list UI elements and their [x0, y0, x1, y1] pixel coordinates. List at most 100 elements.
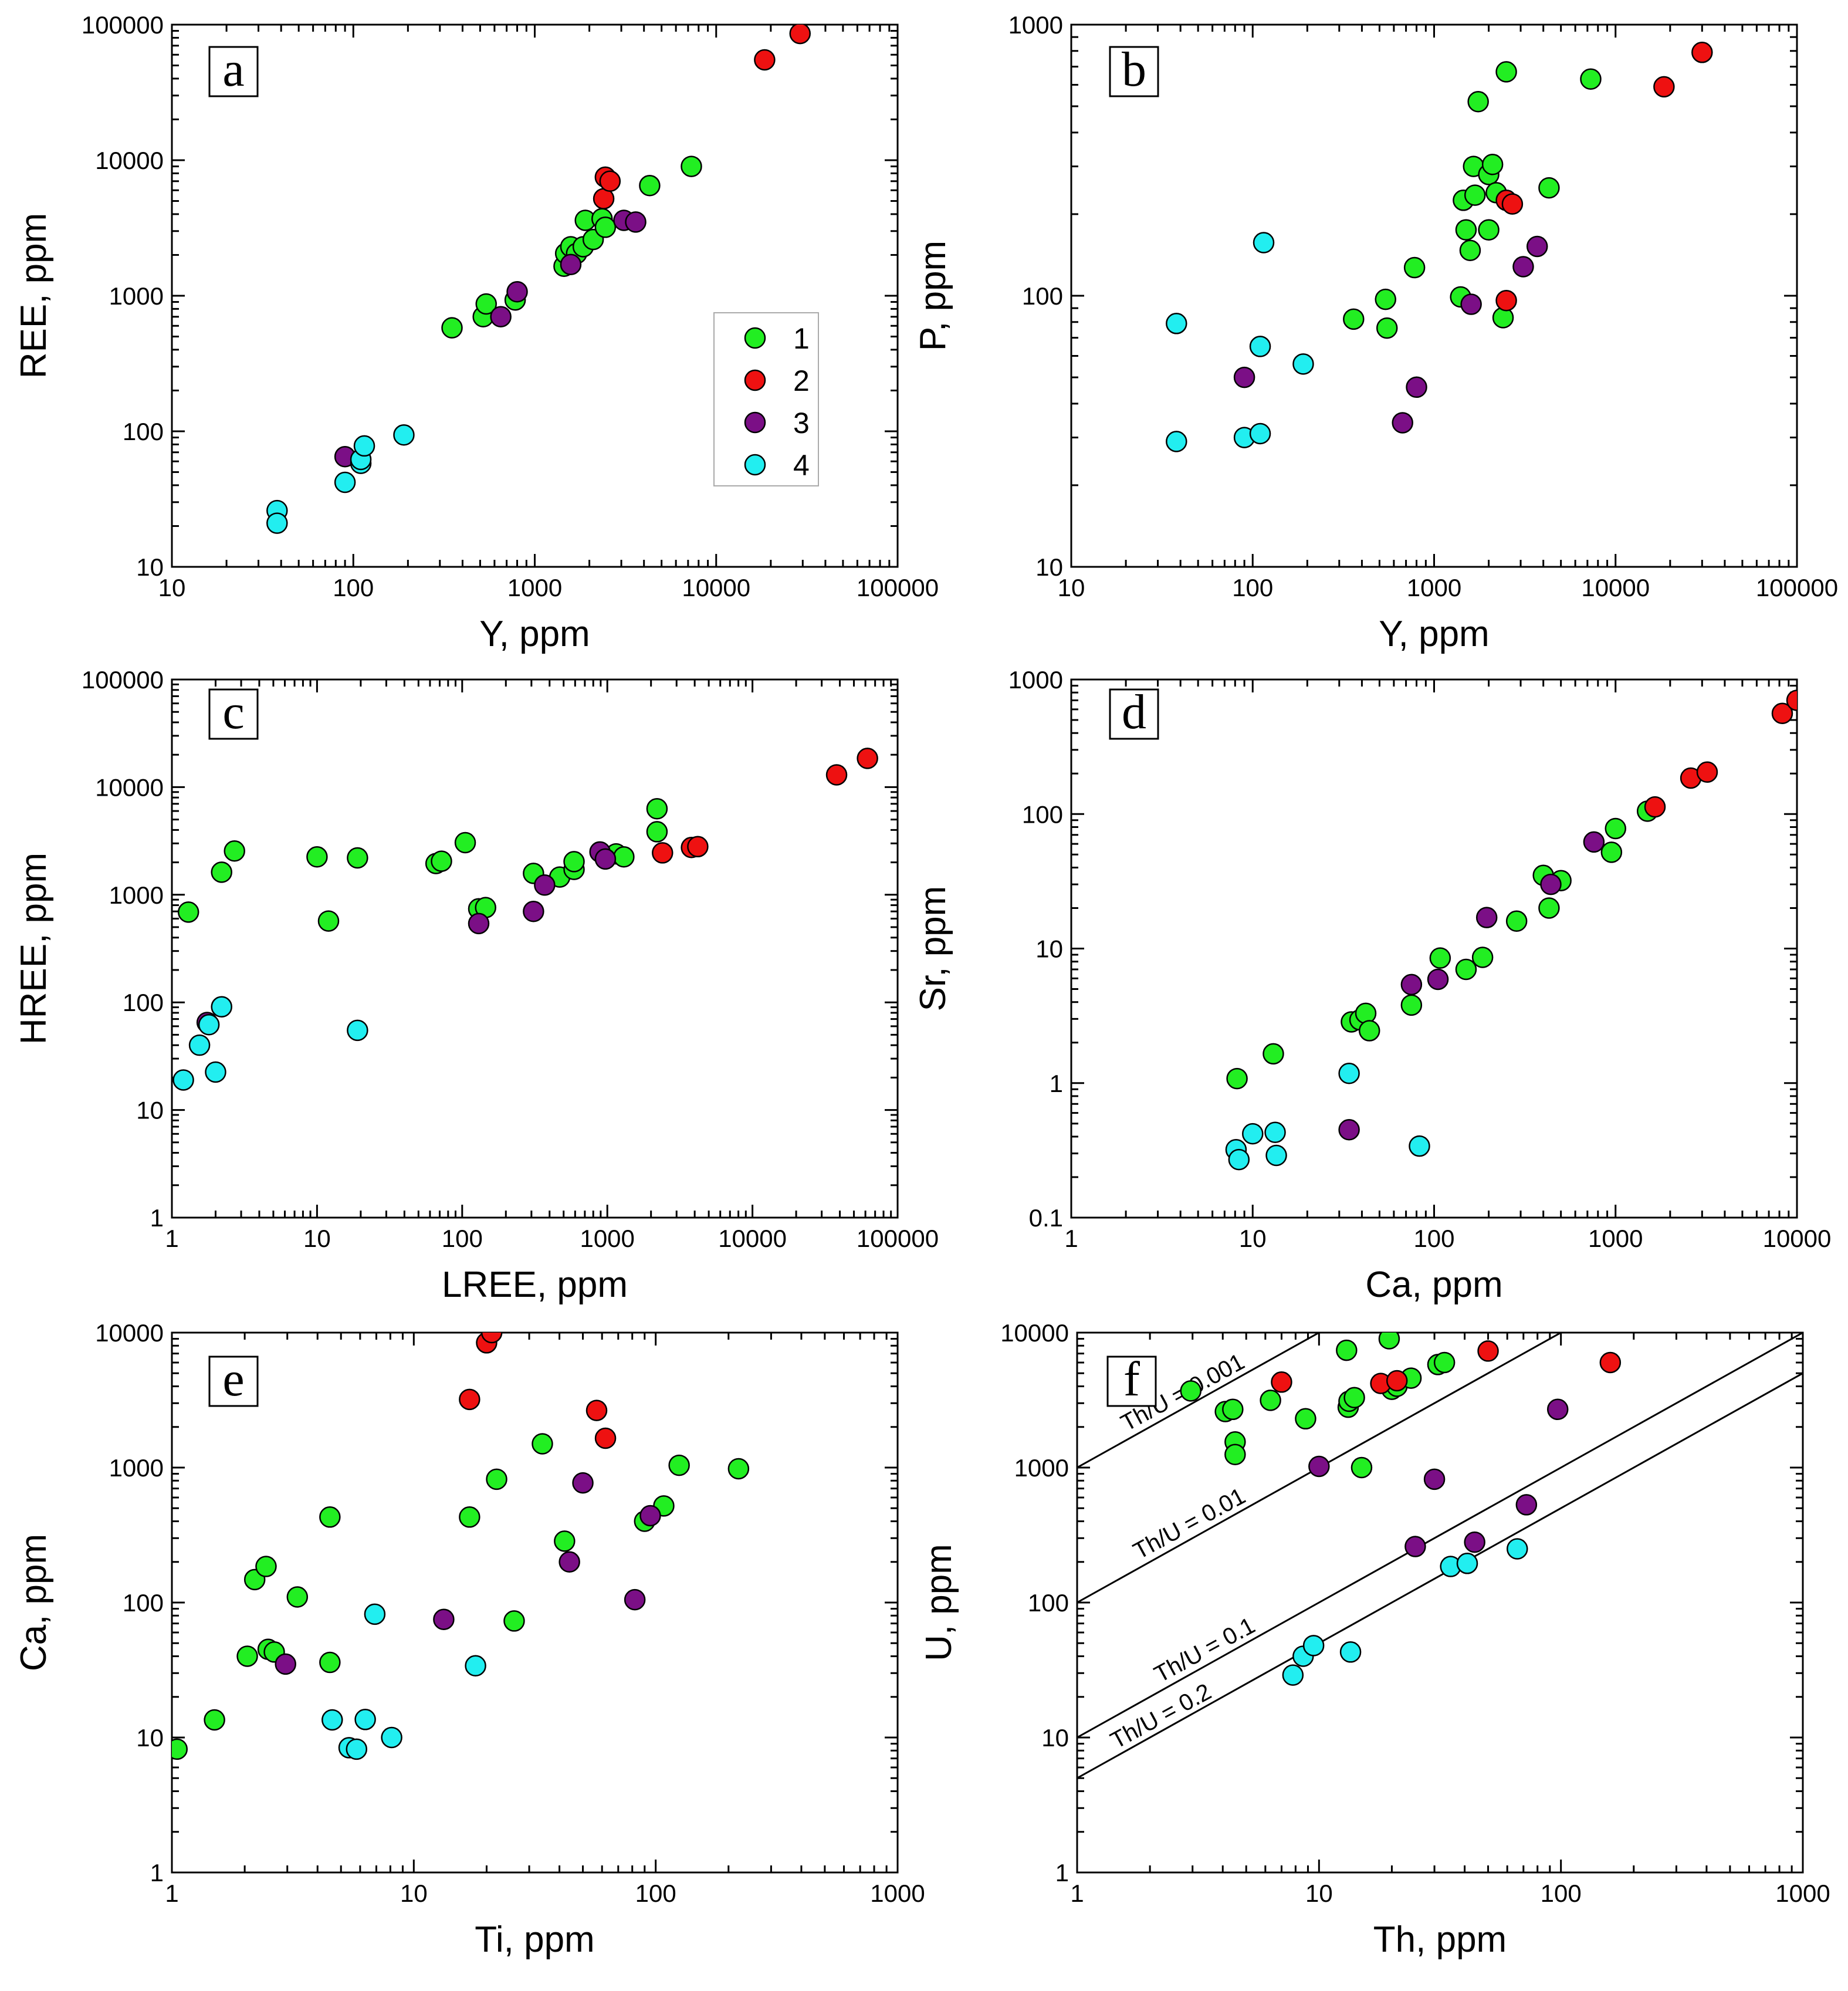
th-u-ratio-line — [1077, 1333, 1563, 1604]
plot-frame — [1070, 23, 1798, 568]
axis-ticks — [171, 678, 899, 1219]
axis-ticks — [1070, 678, 1798, 1219]
data-point-group-4 — [266, 512, 288, 534]
data-point-group-4 — [1338, 1063, 1360, 1084]
data-point-group-1 — [1355, 1002, 1377, 1025]
x-axis-title: Y, ppm — [479, 614, 590, 654]
data-point-group-3 — [1583, 831, 1605, 853]
x-tick-label: 10 — [303, 1225, 331, 1252]
data-point-group-1 — [1481, 154, 1504, 175]
data-point-group-3 — [1404, 1536, 1426, 1557]
data-points — [172, 748, 878, 1091]
x-tick-label: 1000 — [507, 574, 562, 601]
data-point-group-2 — [1501, 193, 1524, 215]
y-axis-title: U, ppm — [919, 1544, 959, 1661]
data-point-group-4 — [1249, 336, 1271, 357]
data-point-group-4 — [1292, 353, 1314, 375]
data-point-group-3 — [572, 1472, 594, 1494]
plot-frame — [1070, 678, 1798, 1219]
data-point-group-2 — [789, 25, 811, 45]
data-point-group-1 — [1336, 1339, 1358, 1361]
data-point-group-1 — [224, 840, 245, 862]
data-point-group-3 — [594, 848, 617, 870]
x-tick-label: 10000 — [1581, 574, 1650, 601]
y-tick-label: 10 — [136, 1097, 164, 1124]
data-point-group-2 — [857, 748, 878, 769]
data-point-group-1 — [204, 1709, 225, 1731]
x-axis-title: Th, ppm — [1373, 1919, 1507, 1960]
legend-label-4: 4 — [793, 449, 810, 482]
x-axis-title: LREE, ppm — [442, 1265, 628, 1305]
plot-frame — [171, 1331, 899, 1874]
axis-ticks — [171, 23, 899, 568]
data-point-group-2 — [480, 1333, 503, 1344]
data-point-group-3 — [639, 1505, 661, 1527]
data-point-group-2 — [1644, 796, 1666, 818]
data-point-group-1 — [286, 1586, 309, 1608]
data-point-group-2 — [1271, 1371, 1292, 1393]
data-point-group-1 — [1471, 947, 1494, 968]
data-points — [172, 1333, 750, 1760]
y-tick-label: 100000 — [82, 11, 164, 39]
data-point-group-2 — [825, 764, 848, 786]
data-point-group-4 — [346, 1738, 368, 1760]
x-tick-label: 10000 — [718, 1225, 787, 1252]
y-tick-label: 100 — [1022, 800, 1063, 828]
data-point-group-1 — [1343, 308, 1365, 330]
y-tick-label: 1 — [150, 1204, 164, 1232]
y-tick-label: 10 — [1041, 1724, 1069, 1752]
panel-letter: b — [1122, 42, 1146, 97]
panel-e: 1 10 100 1000 1 10 100 1000 10000 Ti, ppm Ca, ppm e — [13, 1319, 925, 1960]
y-tick-label: 100000 — [82, 666, 164, 694]
y-tick-label: 10000 — [95, 773, 164, 801]
legend-label-3: 3 — [793, 407, 810, 440]
panel-b: 10 100 1000 10000 100000 10 100 1000 Y, ppm P, pp… — [913, 11, 1838, 654]
data-point-group-2 — [1477, 1340, 1499, 1362]
data-point-group-4 — [1249, 422, 1271, 445]
data-point-group-1 — [532, 1433, 553, 1455]
axis-ticks — [171, 1331, 899, 1874]
legend-marker-1 — [744, 327, 766, 349]
panel-f: 1 10 100 1000 1 10 100 1000 10000 Th, ppm U, ppm Th… — [919, 1319, 1830, 1960]
data-point-group-3 — [433, 1608, 455, 1630]
data-point-group-4 — [354, 1709, 376, 1730]
y-axis-title: Sr, ppm — [913, 886, 953, 1012]
data-point-group-1 — [1580, 68, 1602, 90]
th-u-ratio-label: Th/U = 0.01 — [1129, 1483, 1250, 1564]
data-point-group-4 — [381, 1726, 402, 1749]
data-point-group-1 — [1224, 1444, 1246, 1465]
y-tick-label: 0.1 — [1029, 1204, 1063, 1232]
y-tick-label: 1 — [1055, 1859, 1069, 1887]
x-tick-label: 1000 — [580, 1225, 634, 1252]
legend-marker-2 — [744, 369, 766, 391]
data-point-group-4 — [1409, 1135, 1430, 1157]
legend-label-1: 1 — [793, 322, 810, 355]
x-tick-label: 10 — [1239, 1225, 1267, 1252]
data-point-group-3 — [624, 1588, 646, 1611]
th-u-ratio-line — [1077, 1333, 1321, 1469]
data-point-group-3 — [625, 211, 647, 233]
y-tick-label: 1000 — [109, 881, 164, 909]
data-point-group-4 — [321, 1709, 343, 1731]
y-tick-label: 10000 — [1000, 1319, 1069, 1347]
data-point-group-3 — [468, 912, 490, 935]
data-point-group-1 — [347, 847, 368, 869]
y-tick-label: 10 — [136, 553, 164, 581]
data-point-group-3 — [1475, 907, 1498, 928]
data-point-group-3 — [1392, 412, 1413, 434]
data-points — [1225, 689, 1797, 1171]
x-tick-label: 10000 — [1763, 1225, 1832, 1252]
y-tick-label: 100 — [123, 1589, 164, 1617]
data-point-group-2 — [1691, 42, 1713, 63]
data-point-group-3 — [1233, 366, 1255, 388]
panel-letter-box — [1106, 1355, 1157, 1407]
x-tick-label: 10 — [400, 1880, 428, 1907]
y-tick-label: 10 — [1035, 935, 1063, 963]
data-point-group-1 — [1358, 1020, 1380, 1042]
data-points — [1166, 42, 1713, 452]
panel-letter: e — [222, 1352, 244, 1407]
plot-frame — [171, 678, 899, 1219]
data-point-group-4 — [1264, 1121, 1286, 1144]
data-point-group-2 — [1771, 702, 1793, 724]
data-point-group-4 — [1456, 1553, 1478, 1574]
